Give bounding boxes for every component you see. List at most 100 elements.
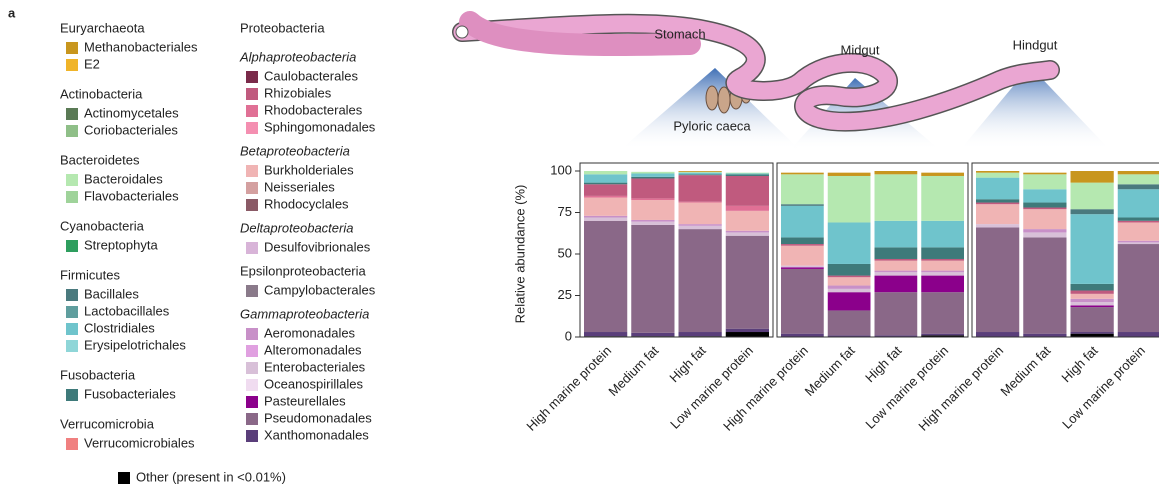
bar-segment <box>921 335 964 337</box>
bar-segment <box>874 247 918 259</box>
bar-segment <box>631 224 675 333</box>
bar-segment <box>874 220 918 248</box>
bar-segment <box>827 222 871 264</box>
legend-swatch <box>246 396 258 408</box>
bar-segment <box>921 275 964 293</box>
bar-segment <box>1023 237 1067 334</box>
bar-segment <box>874 270 918 273</box>
legend-label: Desulfovibrionales <box>264 239 371 254</box>
legend-swatch <box>66 59 78 71</box>
x-tick-label: High fat <box>666 343 709 386</box>
bar-segment <box>725 205 769 211</box>
legend-swatch <box>246 328 258 340</box>
legend-group-title: Proteobacteria <box>240 20 325 35</box>
legend-label: E2 <box>84 56 100 71</box>
legend-label: Fusobacteriales <box>84 386 176 401</box>
legend-group-title: Epsilonproteobacteria <box>240 263 367 278</box>
legend-group-title: Fusobacteria <box>60 367 136 382</box>
bar-segment <box>827 172 871 176</box>
bar-segment <box>584 195 628 198</box>
bar-segment <box>827 277 871 286</box>
legend-label: Xanthomonadales <box>264 427 369 442</box>
bar-segment <box>1070 298 1114 303</box>
bar-segment <box>1070 290 1114 294</box>
legend-swatch <box>246 379 258 391</box>
x-tick-label: Low marine protein <box>1059 343 1148 432</box>
bar-segment <box>584 174 628 183</box>
bar-segment <box>1023 232 1067 238</box>
panel-label: a <box>8 5 16 20</box>
x-tick-label: Medium fat <box>997 343 1053 399</box>
legend-swatch <box>246 122 258 134</box>
bar-segment <box>976 199 1020 203</box>
panel-title: Midgut <box>840 42 879 57</box>
bar-segment <box>678 171 722 173</box>
x-tick-label: Medium fat <box>605 343 661 399</box>
bar-segment <box>1117 184 1159 190</box>
legend-swatch <box>246 71 258 83</box>
bar-segment <box>584 171 628 175</box>
x-tick-label: High marine protein <box>523 343 614 434</box>
legend-label: Rhizobiales <box>264 85 332 100</box>
bar-segment <box>976 202 1020 205</box>
bar-segment <box>631 200 675 220</box>
bar-segment <box>725 232 769 236</box>
bar-segment <box>1117 189 1159 218</box>
bar-segment <box>1023 174 1067 190</box>
bar-segment <box>631 173 675 177</box>
legend-swatch <box>246 88 258 100</box>
legend-swatch <box>246 345 258 357</box>
bar-segment <box>631 221 675 225</box>
bar-segment <box>725 174 769 176</box>
legend-label: Flavobacteriales <box>84 188 179 203</box>
bar-segment <box>631 171 675 174</box>
x-tick-label: High fat <box>862 343 905 386</box>
gut-diagram <box>452 11 1110 150</box>
bar-segment <box>781 237 824 245</box>
legend-swatch <box>66 323 78 335</box>
bar-segment <box>827 285 871 289</box>
bar-segment <box>781 204 824 206</box>
bar-segment <box>921 272 964 276</box>
bar-segment <box>678 225 722 230</box>
legend-swatch <box>66 191 78 203</box>
bar-segment <box>976 177 1020 200</box>
y-tick-label: 50 <box>558 245 572 260</box>
bar-segment <box>1117 242 1159 245</box>
bar-segment <box>1070 333 1114 337</box>
legend-swatch <box>246 242 258 254</box>
bar-segment <box>725 172 769 174</box>
bar-segment <box>631 176 675 179</box>
legend-label: Pseudomonadales <box>264 410 372 425</box>
bar-segment <box>827 292 871 311</box>
bar-segment <box>976 224 1020 228</box>
gut-tube <box>453 15 1059 131</box>
bar-segment <box>1117 240 1159 243</box>
legend-label: Caulobacterales <box>264 68 358 83</box>
legend-label: Verrucomicrobiales <box>84 435 195 450</box>
bar-segment <box>1117 222 1159 241</box>
bar-segment <box>827 310 871 336</box>
legend-swatch <box>118 472 130 484</box>
bar-segment <box>921 260 964 271</box>
legend-label: Bacteroidales <box>84 171 163 186</box>
legend-group-title: Firmicutes <box>60 267 120 282</box>
bar-segment <box>874 258 918 261</box>
bar-segment <box>584 215 628 218</box>
legend-swatch <box>66 174 78 186</box>
bar-segment <box>1023 207 1067 210</box>
bar-segment <box>921 258 964 261</box>
bar-segment <box>976 172 1020 178</box>
legend-label: Enterobacteriales <box>264 359 366 374</box>
legend-label: Burkholderiales <box>264 162 354 177</box>
bar-segment <box>874 174 918 221</box>
bar-segment <box>1023 172 1067 175</box>
legend-label: Rhodobacterales <box>264 102 363 117</box>
panel-frame <box>776 162 969 338</box>
bar-segment <box>921 270 964 273</box>
legend-group-title: Verrucomicrobia <box>60 416 155 431</box>
legend-label: Rhodocyclales <box>264 196 349 211</box>
bar-segment <box>584 332 628 337</box>
bar-segment <box>976 171 1020 173</box>
bar-segment <box>725 328 769 333</box>
